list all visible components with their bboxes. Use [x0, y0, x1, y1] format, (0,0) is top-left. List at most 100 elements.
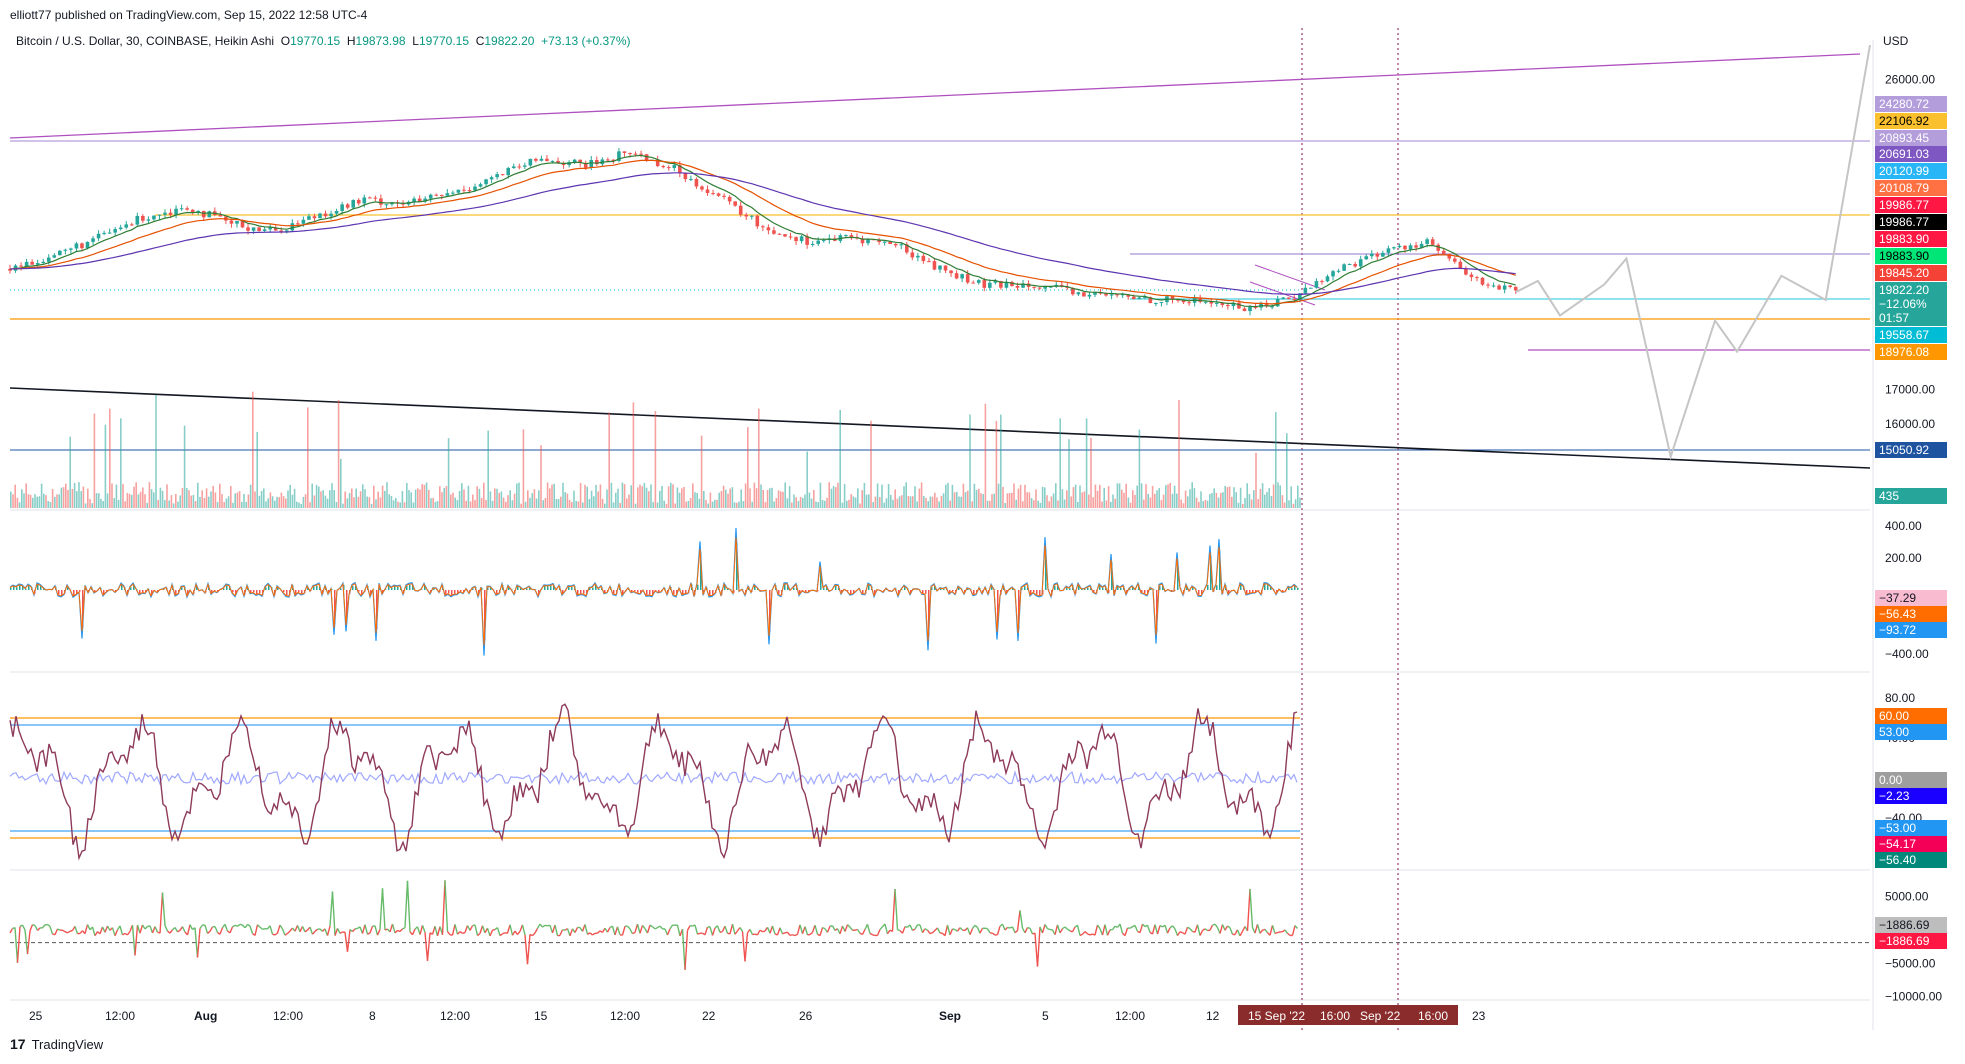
- price-candle: [69, 248, 73, 250]
- price-candle: [318, 213, 322, 219]
- volume-bar: [522, 429, 525, 508]
- oscillator-segment: [1287, 932, 1291, 936]
- histogram-bar: [850, 590, 852, 594]
- volume-bar: [496, 488, 498, 508]
- volume-bar: [29, 494, 32, 508]
- oscillator-segment: [1202, 928, 1206, 932]
- price-candle: [932, 261, 937, 270]
- oscillator-segment: [52, 933, 56, 936]
- price-candle: [102, 232, 106, 234]
- volume-bar: [883, 502, 885, 508]
- volume-bar: [465, 500, 467, 508]
- price-candle: [672, 165, 677, 169]
- price-candle: [860, 238, 865, 244]
- histogram-bar: [973, 590, 975, 595]
- volume-bar: [1237, 502, 1240, 508]
- histogram-bar: [571, 586, 573, 590]
- histogram-bar: [847, 590, 849, 591]
- oscillator-label-badge: [1875, 606, 1947, 622]
- volume-bar: [1072, 487, 1075, 508]
- histogram-bar: [808, 590, 810, 593]
- oscillator-segment: [1087, 933, 1091, 936]
- open-value: 19770.15: [290, 34, 341, 48]
- volume-bar: [912, 496, 914, 508]
- volume-bar: [507, 495, 509, 508]
- volume-bar: [846, 500, 848, 508]
- price-candle: [500, 174, 505, 176]
- volume-bar: [736, 502, 738, 508]
- volume-bar: [212, 485, 214, 508]
- volume-bar: [1002, 486, 1004, 508]
- price-candle: [788, 236, 793, 238]
- symbol-legend: Bitcoin / U.S. Dollar, 30, COINBASE, Hei…: [16, 34, 631, 48]
- price-candle: [711, 193, 715, 195]
- oscillator-segment: [1214, 923, 1219, 928]
- volume-bar: [1169, 482, 1171, 508]
- oscillator-segment: [219, 927, 224, 935]
- volume-bar: [907, 496, 910, 508]
- price-label-badge: [1875, 180, 1947, 196]
- oscillator-segment: [1016, 910, 1021, 931]
- volume-bar: [887, 484, 890, 508]
- volume-bar: [953, 492, 956, 508]
- volume-bar: [45, 495, 47, 508]
- oscillator-line: [9, 703, 1298, 861]
- histogram-bar: [841, 590, 843, 594]
- oscillator-segment: [67, 930, 71, 934]
- histogram-bar: [43, 587, 45, 590]
- histogram-bar: [1078, 584, 1080, 590]
- oscillator-segment: [1114, 925, 1118, 929]
- histogram-bar: [1276, 590, 1278, 594]
- oscillator-segment: [659, 925, 664, 930]
- volume-bar: [1044, 487, 1046, 508]
- volume-bar: [12, 494, 14, 508]
- oscillator-segment: [421, 925, 426, 933]
- volume-bar: [291, 494, 294, 508]
- price-label-text: 15050.92: [1879, 443, 1929, 457]
- volume-bar: [843, 483, 846, 508]
- volume-bar: [1052, 493, 1055, 508]
- oscillator-segment: [954, 929, 958, 932]
- volume-bar: [516, 483, 518, 508]
- volume-bar: [1173, 485, 1176, 508]
- oscillator-segment: [296, 925, 301, 932]
- oscillator-segment: [14, 927, 19, 963]
- oscillator-segment: [189, 924, 194, 930]
- volume-bar: [681, 488, 683, 508]
- volume-bar: [991, 494, 993, 508]
- price-candle: [1137, 297, 1142, 300]
- oscillator-segment: [956, 927, 961, 932]
- volume-bar: [208, 496, 210, 508]
- histogram-bar: [490, 587, 492, 590]
- histogram-bar: [1054, 585, 1056, 590]
- volume-bar: [98, 493, 100, 508]
- oscillator-segment: [1179, 931, 1183, 934]
- volume-bar: [342, 503, 344, 508]
- price-label-badge: [1875, 248, 1947, 264]
- oscillator-segment: [779, 927, 784, 935]
- volume-bar: [76, 491, 78, 508]
- volume-bar: [733, 502, 736, 508]
- oscillator-segment: [1027, 926, 1031, 929]
- fast-moving-average: [9, 154, 1516, 308]
- histogram-bar: [1201, 590, 1203, 595]
- oscillator-segment: [681, 929, 686, 970]
- resistance-trendline: [9, 53, 1861, 139]
- oscillator-segment: [959, 927, 963, 931]
- support-trendline: [9, 387, 1871, 469]
- price-candle: [1253, 307, 1258, 309]
- price-candle: [52, 255, 57, 258]
- histogram-bar: [898, 590, 900, 596]
- oscillator-segment: [1224, 925, 1229, 931]
- volume-bar: [65, 483, 67, 508]
- volume-bar: [731, 487, 734, 508]
- price-candle: [755, 215, 760, 227]
- volume-bar: [122, 484, 124, 508]
- volume-bar: [49, 502, 52, 508]
- volume-bar: [256, 431, 258, 508]
- volume-bar: [390, 496, 393, 508]
- oscillator-segment: [762, 930, 766, 933]
- oscillator-label-text: −1886.69: [1879, 934, 1930, 948]
- volume-bar: [1085, 418, 1088, 508]
